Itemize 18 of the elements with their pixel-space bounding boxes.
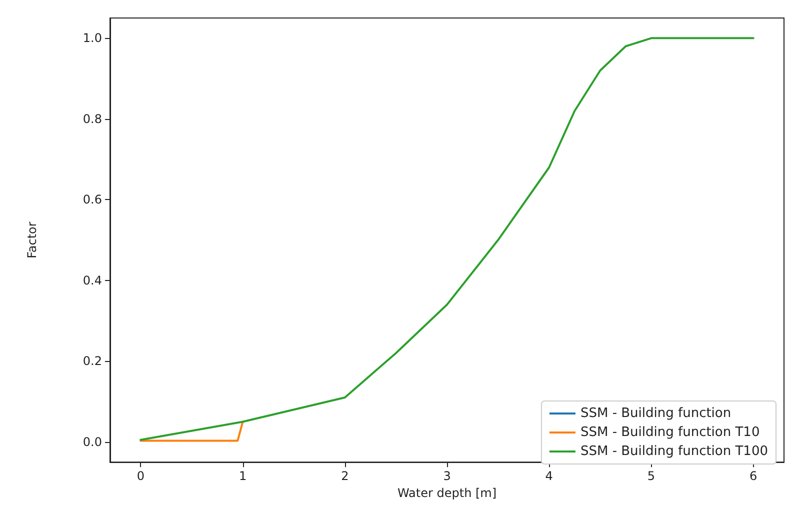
x-tick-label: 6 [750,469,758,484]
x-tick-label: 5 [647,469,656,484]
y-tick-label: 0.0 [82,434,102,449]
legend-label: SSM - Building function [580,406,732,421]
x-tick-label: 1 [238,469,247,484]
y-tick-label: 0.2 [82,354,102,368]
y-axis-title: Factor [25,222,39,258]
x-tick-label: 3 [443,469,451,484]
y-tick-label: 0.8 [82,112,102,126]
x-tick-label: 2 [341,469,349,484]
y-tick-label: 1.0 [82,31,102,46]
legend-label: SSM - Building function T10 [580,425,760,440]
y-tick-label: 0.6 [82,192,102,207]
y-tick-label: 0.4 [82,273,102,288]
x-tick-label: 0 [136,469,144,484]
legend-label: SSM - Building function T100 [580,444,768,459]
x-axis-title: Water depth [m] [397,486,497,500]
x-tick-label: 4 [545,469,553,484]
